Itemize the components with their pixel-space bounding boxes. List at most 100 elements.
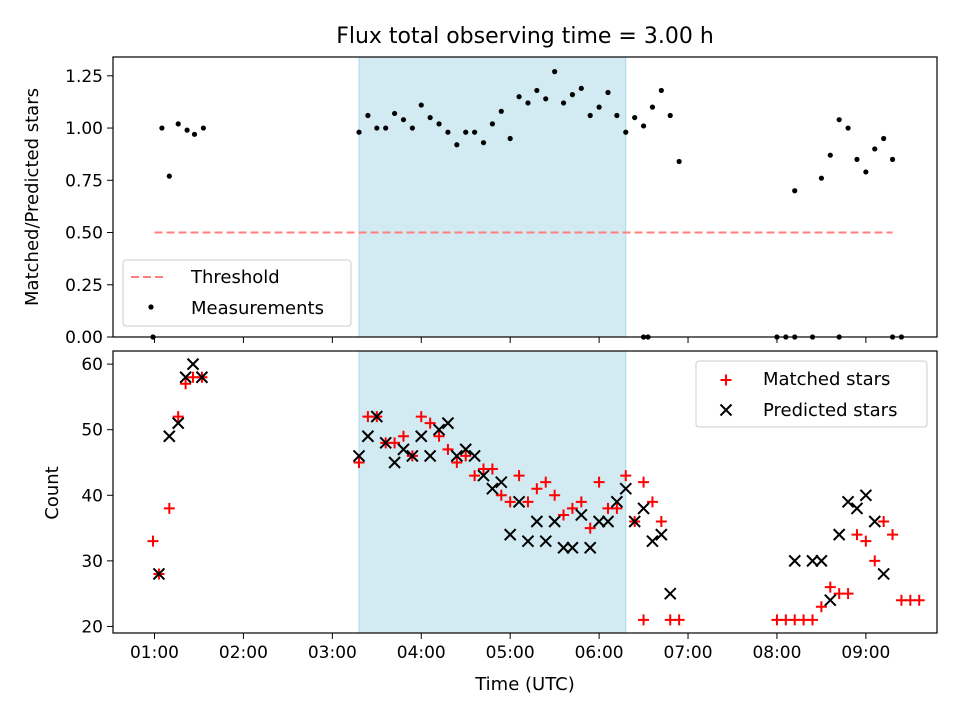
predicted-star-point xyxy=(486,482,499,495)
matched-star-point xyxy=(460,450,472,462)
x-tick-label: 04:00 xyxy=(397,643,446,663)
matched-star-point xyxy=(353,456,365,468)
matched-star-point xyxy=(486,463,498,475)
matched-star-point xyxy=(415,411,427,423)
predicted-star-point xyxy=(397,443,410,456)
measurement-point xyxy=(184,127,190,133)
measurement-point xyxy=(409,125,415,131)
matched-star-point xyxy=(913,594,925,606)
matched-star-point xyxy=(469,470,481,482)
matched-star-point xyxy=(389,437,401,449)
predicted-star-point xyxy=(477,469,490,482)
measurement-point xyxy=(640,123,647,129)
measurement-point xyxy=(605,89,611,96)
measurement-point xyxy=(191,131,198,137)
x-tick-label: 05:00 xyxy=(486,643,535,663)
matched-star-point xyxy=(147,535,159,547)
matched-star-point xyxy=(851,529,863,541)
predicted-star-point xyxy=(468,449,481,463)
matched-star-point xyxy=(522,496,534,508)
predicted-star-point xyxy=(832,528,846,541)
predicted-star-point xyxy=(646,534,659,548)
predicted-star-point xyxy=(450,449,464,463)
predicted-star-point xyxy=(406,449,419,463)
predicted-star-point xyxy=(503,528,517,541)
matched-star-point xyxy=(397,430,409,442)
matched-star-point xyxy=(824,581,836,593)
predicted-star-point xyxy=(441,416,455,430)
predicted-star-point xyxy=(530,515,544,528)
predicted-star-point xyxy=(370,410,384,423)
measurement-point xyxy=(166,173,172,179)
measurement-point xyxy=(400,117,407,123)
matched-star-point xyxy=(860,535,872,547)
measurement-point xyxy=(596,104,602,110)
x-tick-label: 06:00 xyxy=(575,643,624,663)
measurement-point xyxy=(587,112,593,119)
predicted-star-point xyxy=(432,423,446,436)
y-tick-label: 1.25 xyxy=(65,67,103,87)
y-tick-label: 60 xyxy=(81,355,103,375)
measurement-point xyxy=(836,117,842,123)
predicted-star-point xyxy=(601,515,615,528)
predicted-star-point xyxy=(548,515,561,528)
legend-threshold-label: Threshold xyxy=(190,267,280,288)
predicted-star-point xyxy=(352,449,366,463)
predicted-star-point xyxy=(521,534,535,548)
matched-star-point xyxy=(513,470,525,482)
matched-star-point xyxy=(638,614,650,626)
x-tick-label: 08:00 xyxy=(752,643,801,663)
bottom-panel: 01:00 02:00 03:00 04:00 05:00 06:00 07:00 08:00… xyxy=(81,350,938,663)
measurement-point xyxy=(658,87,664,94)
y-tick-label: 20 xyxy=(81,617,103,637)
shaded-interval xyxy=(358,350,627,634)
matched-star-point xyxy=(540,476,552,488)
matched-star-point xyxy=(842,588,854,600)
matched-star-point xyxy=(673,614,685,626)
legend-matched-swatch xyxy=(720,374,732,386)
measurement-point xyxy=(356,129,362,135)
measurement-point xyxy=(427,114,433,121)
matched-star-point xyxy=(504,496,516,508)
measurement-point xyxy=(578,85,584,91)
predicted-star-point xyxy=(186,357,200,371)
matched-star-point xyxy=(611,502,623,514)
legend-box xyxy=(695,360,928,428)
matched-star-point xyxy=(172,411,184,423)
matched-star-point xyxy=(869,555,881,567)
predicted-star-point xyxy=(850,502,864,515)
matched-star-point xyxy=(887,529,899,541)
measurement-point xyxy=(569,92,576,98)
y-tick-label: 0.00 xyxy=(65,328,103,348)
shaded-interval xyxy=(358,56,627,338)
matched-star-point xyxy=(558,509,570,521)
measurement-point xyxy=(614,112,620,119)
measurement-point xyxy=(525,100,531,106)
measurement-point xyxy=(845,125,851,131)
predicted-star-point xyxy=(619,482,632,495)
matched-star-point xyxy=(433,430,445,442)
predicted-star-point xyxy=(859,489,873,502)
legend-matched-label: Matched stars xyxy=(763,369,890,390)
bottom-y-axis-label: Count xyxy=(42,466,63,519)
measurement-point xyxy=(560,100,567,106)
predicted-star-point xyxy=(172,416,185,430)
predicted-star-point xyxy=(628,515,641,528)
predicted-star-point xyxy=(195,371,209,384)
measurement-point xyxy=(383,125,389,131)
predicted-star-point xyxy=(637,502,650,515)
predicted-star-point xyxy=(423,449,437,463)
measurement-point xyxy=(175,121,181,127)
measurement-point xyxy=(516,94,522,100)
predicted-star-point xyxy=(824,594,837,607)
x-tick-label: 09:00 xyxy=(841,643,890,663)
top-panel: 0.00 0.25 0.50 0.75 1.00 1.25 Threshold Measure… xyxy=(65,56,938,348)
predicted-star-point xyxy=(788,554,801,568)
legend-predicted-label: Predicted stars xyxy=(763,400,897,421)
predicted-star-point xyxy=(512,495,526,509)
matched-star-point xyxy=(180,378,192,390)
measurement-point xyxy=(498,108,504,114)
x-tick-label: 02:00 xyxy=(219,643,268,663)
chart-title: Flux total observing time = 3.00 h xyxy=(336,24,714,49)
y-tick-label: 0.25 xyxy=(65,276,103,296)
